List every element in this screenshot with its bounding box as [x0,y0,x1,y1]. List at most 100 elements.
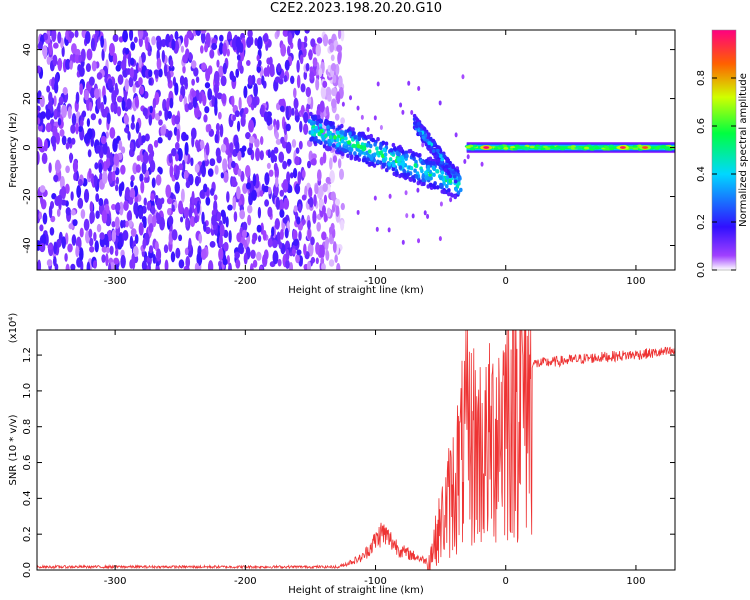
noise-cell [112,52,118,66]
x-tick-label: 0 [503,276,509,287]
noise-cell [222,42,228,57]
noise-cell [41,152,48,165]
meteor-trail-cell [413,163,418,168]
noise-cell [249,263,254,270]
noise-cell [114,82,118,94]
meteor-trail-cell [454,187,459,192]
noise-cell [125,220,129,228]
noise-cell [105,253,109,267]
noise-cell [341,101,345,107]
noise-cell [332,74,337,84]
secondary-trail-cell [453,179,458,184]
noise-cell [90,113,96,121]
noise-cell [110,103,115,113]
meteor-trail-cell [309,121,314,126]
noise-cell [209,241,216,248]
meteor-trail-cell [435,185,440,190]
noise-cell [267,206,273,218]
noise-cell [147,50,152,57]
noise-cell [101,48,105,61]
noise-cell [100,135,107,145]
noise-cell [53,108,58,119]
noise-cell [184,170,189,179]
secondary-trail-cell [451,170,456,175]
noise-cell [218,234,223,248]
noise-cell [267,149,271,159]
noise-cell [199,190,205,199]
carrier-cell [522,146,528,149]
noise-cell [86,261,91,270]
secondary-trail-cell [422,126,427,131]
noise-cell [204,106,210,114]
noise-cell [141,161,147,175]
noise-cell [134,196,139,204]
noise-cell [284,227,289,239]
noise-cell [49,41,53,56]
noise-cell [123,114,129,125]
noise-cell [85,63,91,73]
colorbar-tick-label: 0.4 [696,166,707,182]
noise-cell [90,136,95,147]
noise-cell [205,68,211,82]
noise-cell [240,150,245,158]
noise-cell [439,201,443,207]
noise-cell [209,158,216,167]
secondary-trail-cell [439,160,444,165]
noise-cell [54,263,59,270]
noise-cell [291,248,296,255]
noise-cell [185,180,191,189]
noise-cell [57,102,61,113]
noise-cell [242,111,246,120]
noise-cell [67,243,73,253]
noise-cell [235,140,240,154]
noise-cell [356,209,360,215]
noise-cell [220,209,226,218]
noise-cell [130,228,137,237]
noise-cell [310,38,316,48]
noise-cell [94,88,100,100]
noise-cell [259,150,264,161]
noise-cell [155,35,161,42]
carrier-cell [529,145,535,149]
noise-cell [259,190,264,197]
y-tick-label: 1.0 [22,383,33,399]
noise-cell [246,36,252,49]
noise-cell [201,62,207,71]
noise-cell [42,45,48,57]
noise-cell [235,68,240,78]
noise-cell [122,219,127,228]
noise-cell [401,239,405,245]
snr-y-scale-label: (x10⁴) [8,313,19,344]
noise-cell [245,132,251,140]
noise-cell [438,236,442,242]
secondary-trail-cell [431,149,436,154]
meteor-trail-cell [327,138,331,144]
noise-cell [338,77,343,88]
noise-cell [356,105,360,111]
noise-cell [291,139,297,148]
noise-cell [306,139,313,148]
noise-cell [273,146,279,154]
meteor-trail-cell [367,153,372,159]
noise-cell [67,106,72,119]
noise-cell [222,62,227,75]
carrier-cell [594,146,600,150]
meteor-trail-cell [398,165,403,170]
noise-cell [190,127,197,140]
noise-cell [144,133,150,142]
carrier-cell [493,147,499,150]
noise-cell [149,105,153,114]
meteor-trail-cell [317,131,322,137]
noise-cell [132,162,138,175]
noise-cell [191,90,197,98]
noise-cell [233,211,238,223]
meteor-trail-cell [380,153,385,159]
noise-cell [86,48,93,61]
carrier-cell [545,147,551,150]
noise-cell [96,72,103,80]
y-tick-label: 1.2 [22,347,33,363]
meteor-trail-cell [445,175,450,180]
noise-cell [295,147,300,154]
noise-cell [101,246,108,253]
noise-cell [83,218,90,231]
